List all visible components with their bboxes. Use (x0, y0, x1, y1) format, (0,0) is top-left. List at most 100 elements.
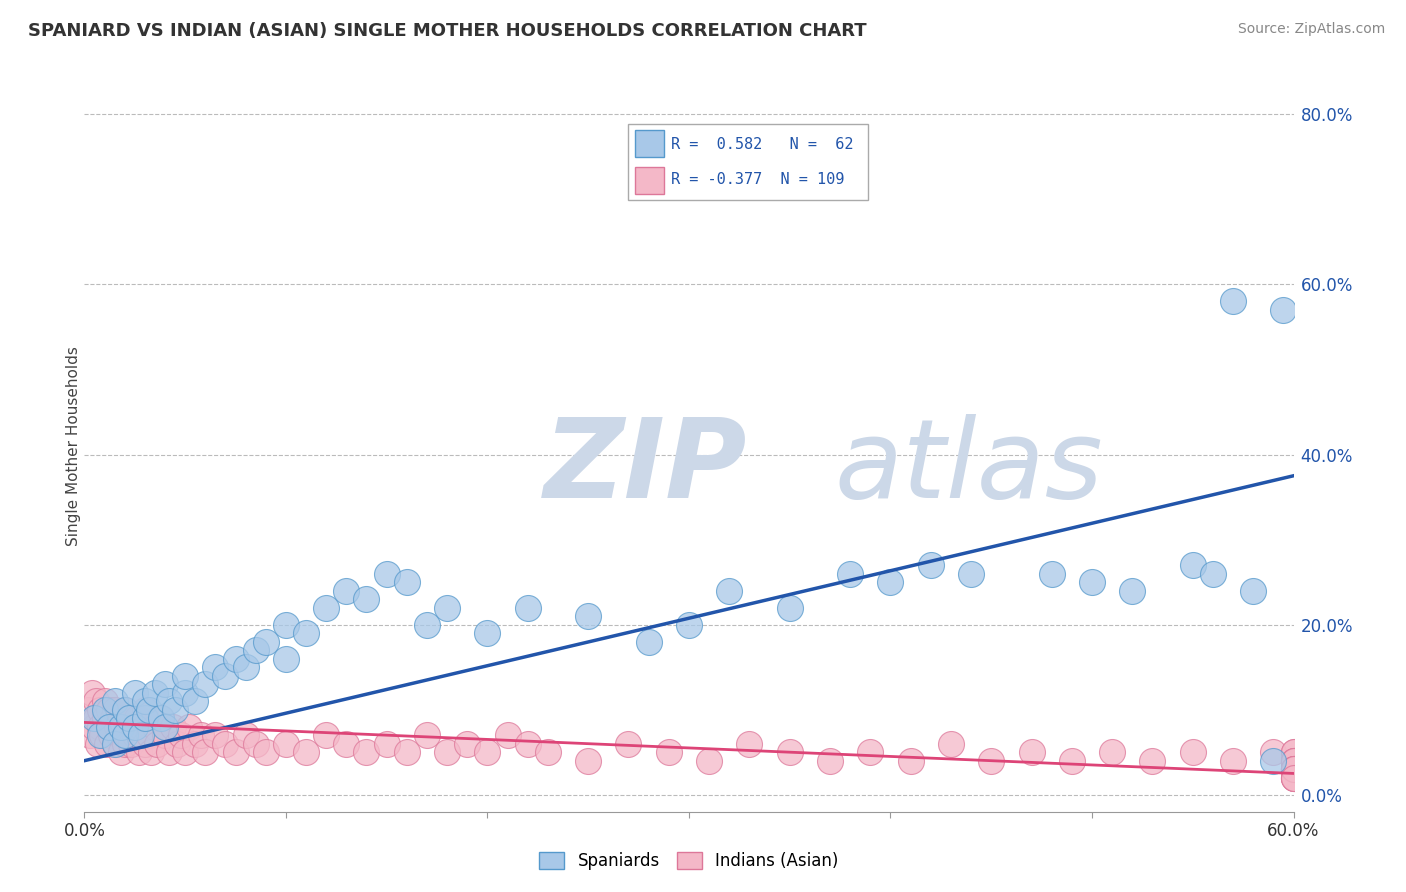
Point (617, 737, 640, 751)
Point (114, 737, 136, 751)
Point (214, 737, 236, 751)
Point (254, 634, 277, 648)
Point (678, 617, 700, 632)
Point (153, 720, 176, 734)
Point (114, 728, 136, 742)
Point (1121, 583, 1143, 598)
Point (128, 745, 150, 759)
Point (1282, 762, 1305, 776)
FancyBboxPatch shape (636, 130, 664, 158)
Point (118, 711, 141, 725)
Point (204, 660, 226, 674)
Point (96, 737, 118, 751)
Text: SPANIARD VS INDIAN (ASIAN) SINGLE MOTHER HOUSEHOLDS CORRELATION CHART: SPANIARD VS INDIAN (ASIAN) SINGLE MOTHER… (28, 22, 866, 40)
Point (139, 745, 162, 759)
Point (1040, 566, 1063, 581)
Point (97, 703, 120, 717)
Text: ZIP: ZIP (544, 415, 748, 522)
Point (245, 643, 267, 657)
Point (134, 703, 156, 717)
Point (1202, 566, 1225, 581)
Point (204, 728, 226, 742)
Point (125, 711, 148, 725)
Point (93, 711, 115, 725)
Point (89, 720, 111, 734)
Point (879, 575, 901, 590)
Point (107, 728, 129, 742)
Text: R =  0.582   N =  62: R = 0.582 N = 62 (671, 137, 853, 153)
Point (456, 737, 478, 751)
Point (91, 728, 114, 742)
Point (1282, 762, 1305, 776)
Point (1263, 754, 1285, 768)
Point (110, 745, 132, 759)
Point (87, 737, 110, 751)
Point (97, 720, 120, 734)
Point (110, 711, 132, 725)
Point (254, 745, 277, 759)
Point (235, 728, 257, 742)
Point (143, 686, 166, 700)
Point (124, 728, 146, 742)
Point (89, 703, 111, 717)
Point (356, 592, 378, 607)
Point (1282, 771, 1305, 785)
Point (576, 754, 599, 768)
Point (89, 728, 111, 742)
Point (93, 703, 115, 717)
Point (101, 711, 124, 725)
Point (1282, 771, 1305, 785)
Point (1282, 745, 1305, 759)
Point (134, 711, 156, 725)
Point (138, 703, 160, 717)
Point (1282, 771, 1305, 785)
Point (697, 754, 720, 768)
Point (939, 737, 962, 751)
Point (274, 737, 297, 751)
Point (477, 745, 499, 759)
Point (235, 660, 257, 674)
Point (416, 617, 439, 632)
Point (143, 720, 166, 734)
Point (166, 737, 188, 751)
Point (658, 745, 681, 759)
Point (174, 668, 197, 682)
Point (97, 720, 120, 734)
Point (149, 711, 172, 725)
Point (104, 703, 127, 717)
Point (153, 677, 176, 691)
Point (315, 728, 337, 742)
Point (138, 728, 160, 742)
Point (83, 720, 105, 734)
Point (104, 737, 127, 751)
Point (1282, 762, 1305, 776)
Point (1282, 762, 1305, 776)
Point (179, 720, 201, 734)
Point (1282, 762, 1305, 776)
Point (174, 686, 197, 700)
Point (436, 745, 458, 759)
Point (1272, 302, 1295, 317)
Point (1222, 754, 1244, 768)
Point (83, 711, 105, 725)
Point (1282, 754, 1305, 768)
Point (375, 566, 398, 581)
Point (356, 745, 378, 759)
Point (118, 711, 141, 725)
Point (1081, 575, 1104, 590)
Point (162, 720, 184, 734)
Point (395, 575, 418, 590)
Point (77, 703, 100, 717)
Point (1282, 762, 1305, 776)
Point (114, 703, 136, 717)
Point (129, 720, 152, 734)
Point (184, 737, 207, 751)
Point (516, 737, 538, 751)
Point (395, 745, 418, 759)
Point (100, 728, 122, 742)
Point (335, 583, 357, 598)
Point (436, 600, 458, 615)
Text: R = -0.377  N = 109: R = -0.377 N = 109 (671, 172, 845, 186)
Point (859, 745, 882, 759)
Point (134, 737, 156, 751)
